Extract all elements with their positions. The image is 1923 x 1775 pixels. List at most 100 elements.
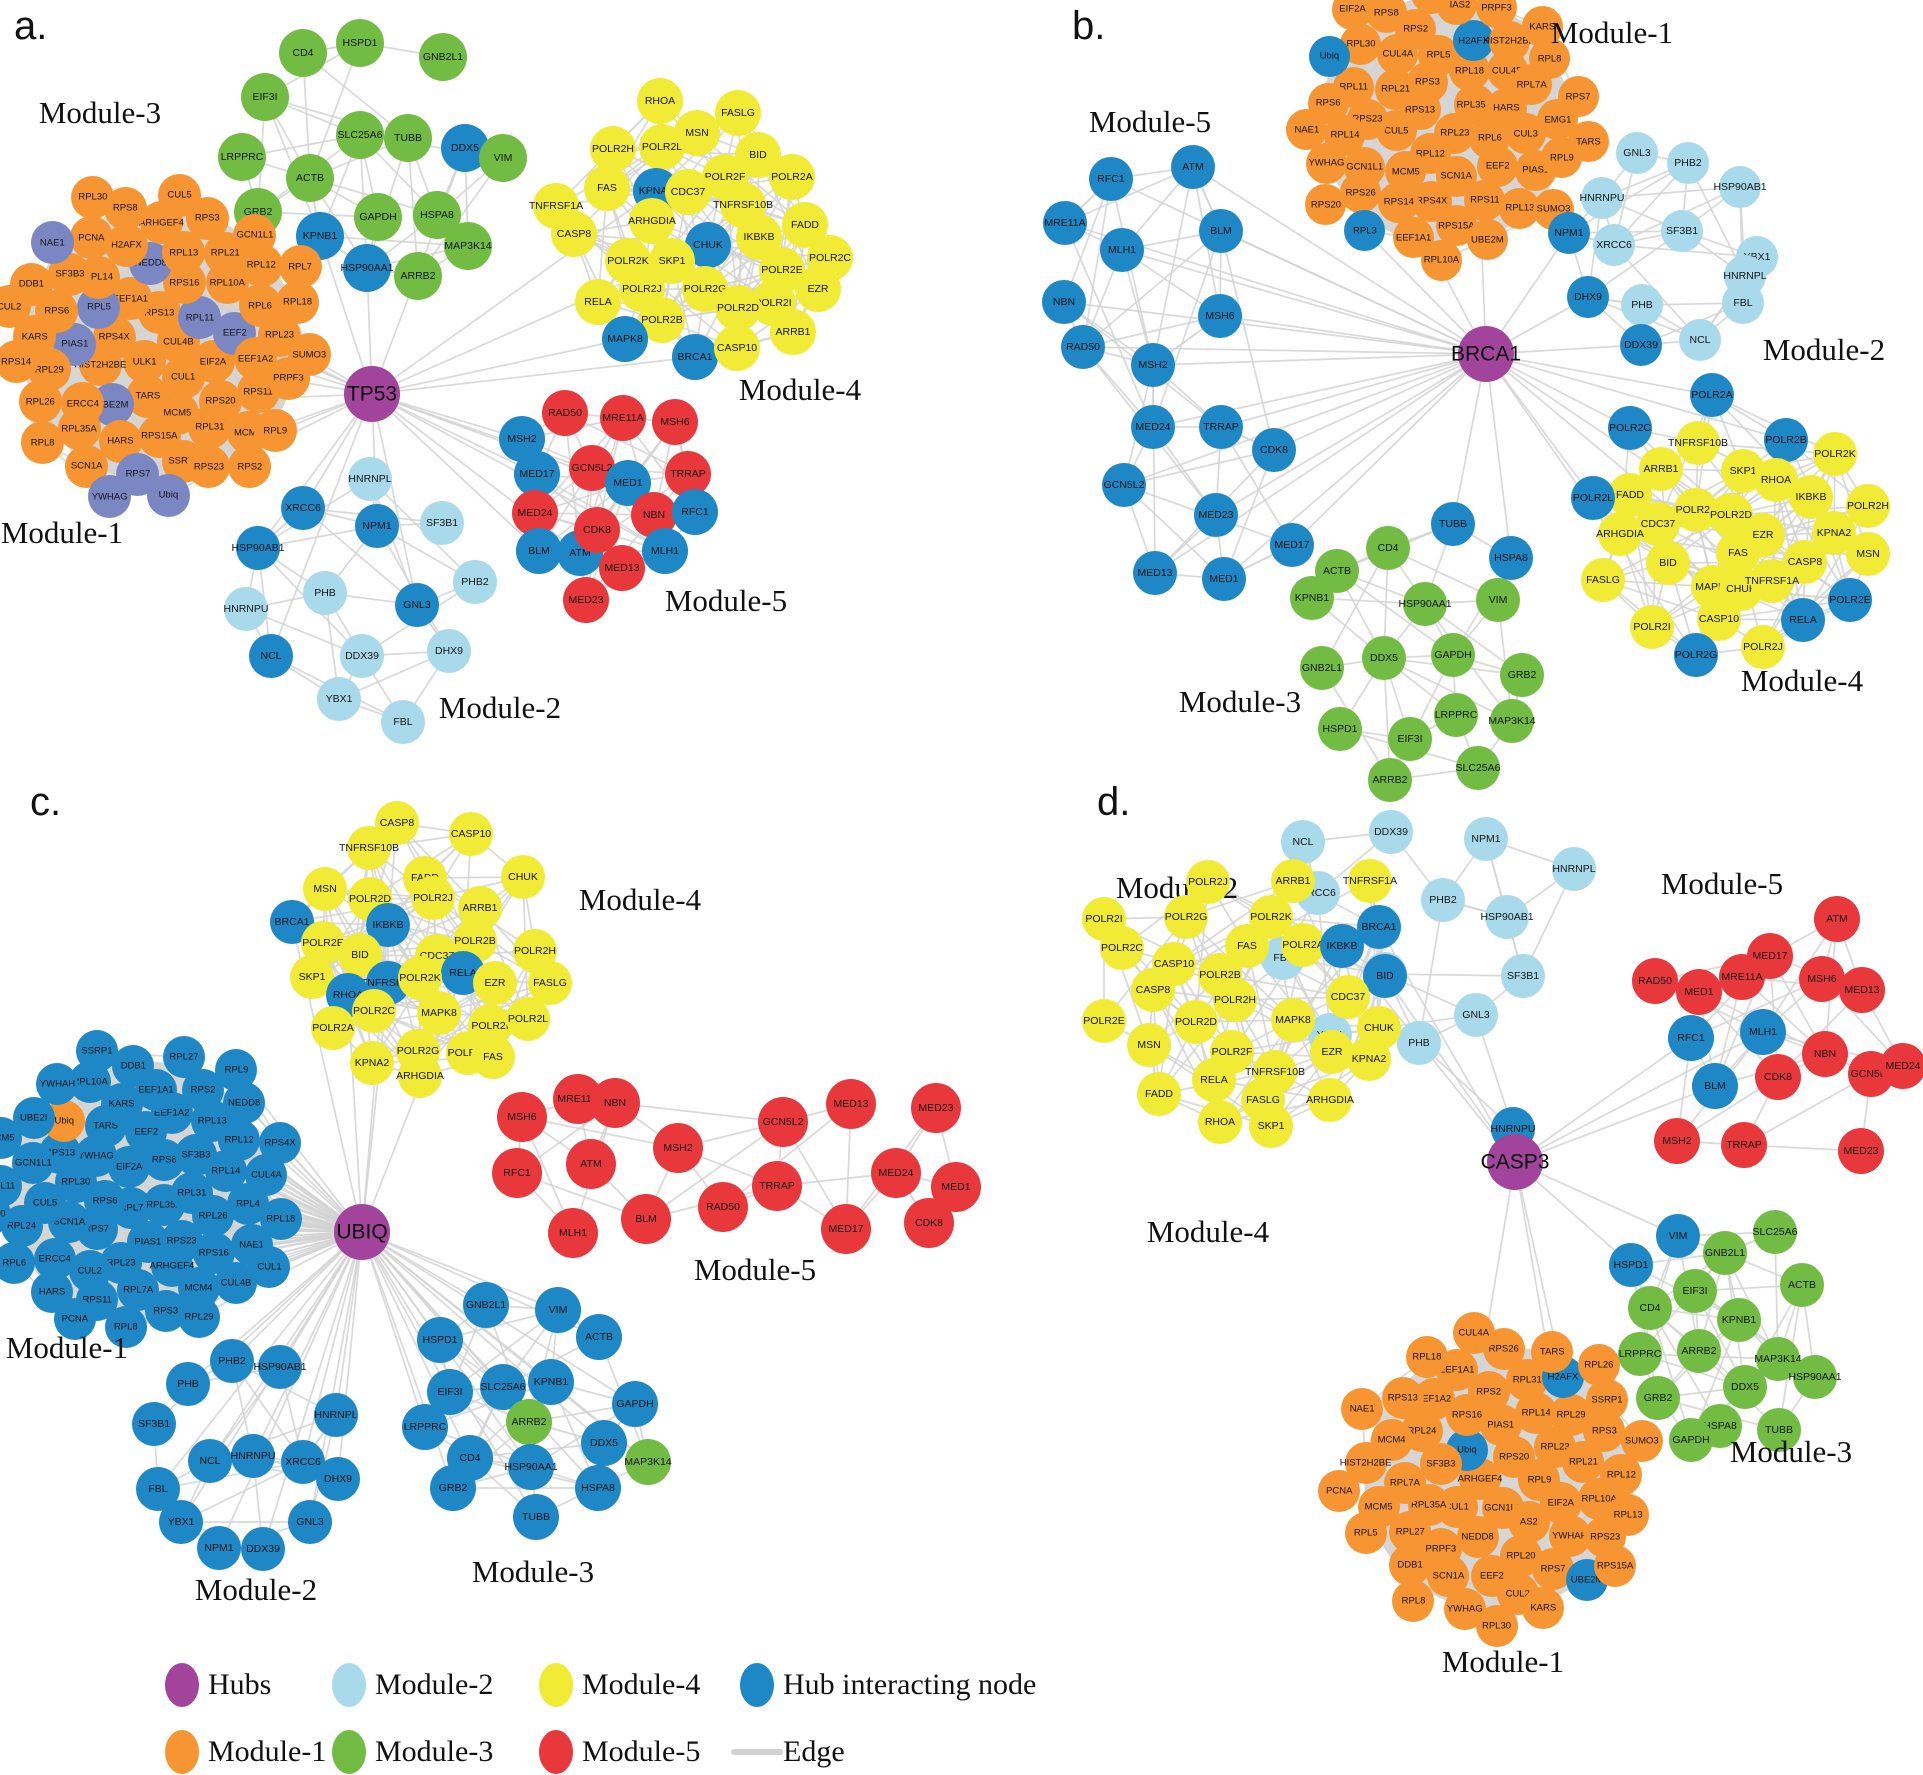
- node-hsp90aa1[interactable]: HSP90AA1: [340, 244, 394, 292]
- node-gcn1l1[interactable]: GCN1L1: [233, 213, 277, 257]
- hub-node-brca1[interactable]: BRCA1: [1451, 326, 1521, 382]
- node-map3k14[interactable]: MAP3K14: [624, 1439, 672, 1485]
- node-med23[interactable]: MED23: [563, 577, 609, 623]
- node-phb[interactable]: PHB: [1621, 284, 1663, 326]
- node-rpl10a[interactable]: RPL10A: [1420, 239, 1462, 281]
- node-sf3b1[interactable]: SF3B1: [1501, 954, 1545, 998]
- node-rela[interactable]: RELA: [1192, 1058, 1236, 1102]
- node-gnl3[interactable]: GNL3: [1454, 993, 1498, 1037]
- node-ybx1[interactable]: YBX1: [159, 1500, 203, 1544]
- node-mre11a[interactable]: MRE11A: [1043, 201, 1087, 245]
- node-mlh1[interactable]: MLH1: [548, 1208, 598, 1258]
- node-npm1[interactable]: NPM1: [1464, 817, 1508, 861]
- node-slc25a6[interactable]: SLC25A6: [1753, 1210, 1797, 1254]
- node-gnb2l1[interactable]: GNB2L1: [1703, 1231, 1747, 1275]
- node-rpl13[interactable]: RPL13: [1607, 1493, 1650, 1536]
- node-med24[interactable]: MED24: [1131, 405, 1175, 449]
- node-tubb[interactable]: TUBB: [384, 114, 432, 162]
- node-cdk8[interactable]: CDK8: [1755, 1054, 1801, 1100]
- node-slc25a6[interactable]: SLC25A6: [336, 111, 384, 159]
- node-hspa8[interactable]: HSPA8: [1489, 536, 1533, 580]
- node-polr2h[interactable]: POLR2H: [1213, 978, 1257, 1022]
- node-arrb2[interactable]: ARRB2: [1677, 1329, 1721, 1373]
- node-cd4[interactable]: CD4: [1628, 1286, 1672, 1330]
- node-sumo3[interactable]: SUMO3: [287, 333, 331, 377]
- node-rfc1[interactable]: RFC1: [492, 1148, 542, 1198]
- node-skp1[interactable]: SKP1: [1249, 1104, 1293, 1148]
- node-polr2l[interactable]: POLR2L: [1571, 476, 1615, 520]
- node-polr2c[interactable]: POLR2C: [352, 989, 396, 1033]
- node-ncl[interactable]: NCL: [188, 1439, 232, 1483]
- node-ubiq[interactable]: Ubiq: [1308, 35, 1350, 77]
- node-msh2[interactable]: MSH2: [653, 1123, 703, 1173]
- node-mlh1[interactable]: MLH1: [1100, 228, 1144, 272]
- node-med13[interactable]: MED13: [826, 1079, 876, 1129]
- node-actb[interactable]: ACTB: [1780, 1263, 1824, 1307]
- node-grb2[interactable]: GRB2: [1500, 653, 1544, 697]
- node-mre11a[interactable]: MRE11A: [1719, 954, 1765, 1000]
- node-arrb1[interactable]: ARRB1: [770, 309, 816, 355]
- node-tubb[interactable]: TUBB: [513, 1494, 559, 1540]
- node-rad50[interactable]: RAD50: [1632, 958, 1678, 1004]
- node-fbl[interactable]: FBL: [381, 700, 425, 744]
- node-npm1[interactable]: NPM1: [197, 1526, 241, 1570]
- node-mre11a[interactable]: MRE11A: [600, 395, 646, 441]
- node-sf3b1[interactable]: SF3B1: [420, 501, 464, 545]
- node-fas[interactable]: FAS: [584, 165, 630, 211]
- node-grb2[interactable]: GRB2: [430, 1465, 476, 1511]
- node-arrb2[interactable]: ARRB2: [394, 252, 442, 300]
- node-msn[interactable]: MSN: [1846, 532, 1890, 576]
- node-polr2e[interactable]: POLR2E: [1828, 578, 1872, 622]
- node-gnb2l1[interactable]: GNB2L1: [1300, 646, 1344, 690]
- node-cd4[interactable]: CD4: [1366, 526, 1410, 570]
- node-casp10[interactable]: CASP10: [714, 325, 760, 371]
- node-blm[interactable]: BLM: [1692, 1063, 1738, 1109]
- node-vim[interactable]: VIM: [535, 1287, 581, 1333]
- node-med23[interactable]: MED23: [1194, 493, 1238, 537]
- node-kpnb1[interactable]: KPNB1: [528, 1359, 574, 1405]
- node-polr2g[interactable]: POLR2G: [1674, 633, 1718, 677]
- node-ddb1[interactable]: DDB1: [1389, 1543, 1432, 1586]
- node-sf3b1[interactable]: SF3B1: [132, 1402, 176, 1446]
- node-atm[interactable]: ATM: [566, 1139, 616, 1189]
- node-ezr[interactable]: EZR: [473, 961, 517, 1005]
- node-rpl5[interactable]: RPL5: [1344, 1511, 1387, 1554]
- node-cdc37[interactable]: CDC37: [665, 169, 711, 215]
- node-map3k14[interactable]: MAP3K14: [1488, 699, 1536, 743]
- node-rpl30[interactable]: RPL30: [71, 175, 115, 219]
- node-rhoa[interactable]: RHOA: [637, 78, 683, 124]
- node-hnrnpu[interactable]: HNRNPU: [231, 1434, 275, 1478]
- node-arhgdia[interactable]: ARHGDIA: [628, 198, 676, 244]
- node-blm[interactable]: BLM: [621, 1194, 671, 1244]
- node-cd4[interactable]: CD4: [279, 29, 327, 77]
- node-hnrnpu[interactable]: HNRNPU: [224, 587, 268, 631]
- node-polr2l[interactable]: POLR2L: [639, 124, 685, 170]
- node-rfc1[interactable]: RFC1: [1089, 157, 1133, 201]
- node-npm1[interactable]: NPM1: [1548, 212, 1590, 254]
- node-xrcc6[interactable]: XRCC6: [1593, 224, 1635, 266]
- node-kpnb1[interactable]: KPNB1: [1717, 1298, 1761, 1342]
- node-phb2[interactable]: PHB2: [1421, 878, 1465, 922]
- node-polr2b[interactable]: POLR2B: [1764, 418, 1808, 462]
- node-rpl18[interactable]: RPL18: [259, 1197, 302, 1240]
- node-trrap[interactable]: TRRAP: [1721, 1122, 1767, 1168]
- node-rps15a[interactable]: RPS15A: [1594, 1544, 1637, 1587]
- node-tars[interactable]: TARS: [1567, 121, 1609, 163]
- node-eif3i[interactable]: EIF3I: [241, 73, 289, 121]
- node-hspd1[interactable]: HSPD1: [1609, 1243, 1653, 1287]
- node-polr2a[interactable]: POLR2A: [1690, 373, 1734, 417]
- node-blm[interactable]: BLM: [516, 528, 562, 574]
- node-ywhah[interactable]: YWHAH: [36, 1062, 79, 1105]
- node-gnl3[interactable]: GNL3: [1616, 132, 1658, 174]
- node-ddx5[interactable]: DDX5: [1362, 636, 1406, 680]
- node-pcna[interactable]: PCNA: [53, 1298, 96, 1341]
- node-ikbkb[interactable]: IKBKB: [1320, 924, 1364, 968]
- node-ddx5[interactable]: DDX5: [581, 1420, 627, 1466]
- node-msh2[interactable]: MSH2: [1131, 343, 1175, 387]
- node-polr2l[interactable]: POLR2L: [506, 997, 550, 1041]
- node-hsp90aa1[interactable]: HSP90AA1: [1398, 582, 1452, 626]
- node-nedd8[interactable]: NEDD8: [1456, 1516, 1499, 1559]
- node-chuk[interactable]: CHUK: [501, 855, 545, 899]
- node-polr2i[interactable]: POLR2I: [1630, 605, 1674, 649]
- node-hsp90ab1[interactable]: HSP90AB1: [253, 1345, 307, 1389]
